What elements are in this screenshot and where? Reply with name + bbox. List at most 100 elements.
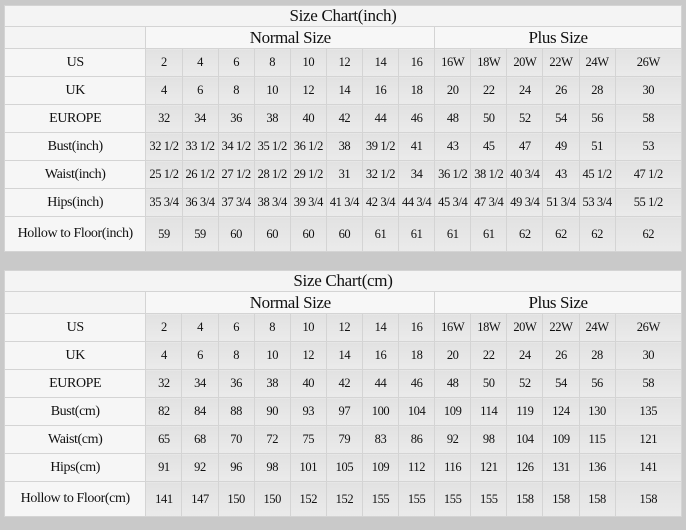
table-row: Hips(inch) 35 3/4 36 3/4 37 3/4 38 3/4 39 3/4… <box>3 188 683 217</box>
table-cell: 65 <box>145 425 183 454</box>
table-cell: 30 <box>614 76 683 105</box>
table-cell: 22W <box>542 48 580 77</box>
table-cell: 70 <box>217 425 255 454</box>
table-cell: 10 <box>289 313 327 342</box>
table-row: Hollow to Floor(cm) 141 147 150 150 152 152 155… <box>3 481 683 517</box>
table-cell: 34 <box>181 369 219 398</box>
table-cell: 39 3/4 <box>289 188 327 217</box>
row-label: Waist(inch) <box>3 160 147 189</box>
table-cell: 55 1/2 <box>614 188 683 217</box>
table-cell: 20W <box>506 48 544 77</box>
row-label: EUROPE <box>3 369 147 398</box>
table-cell: 10 <box>253 76 291 105</box>
table-cell: 37 3/4 <box>217 188 255 217</box>
table-cell: 34 <box>181 104 219 133</box>
table-cell: 84 <box>181 397 219 426</box>
table-cell: 24W <box>578 313 616 342</box>
table-cell: 12 <box>289 76 327 105</box>
table-cell: 26 <box>542 341 580 370</box>
table-cell: 43 <box>434 132 472 161</box>
table-cell: 75 <box>289 425 327 454</box>
table-cell: 14 <box>361 48 400 77</box>
table-cell: 62 <box>578 216 616 252</box>
table-cell: 6 <box>217 313 255 342</box>
table-cell: 18 <box>398 76 436 105</box>
table-cell: 25 1/2 <box>145 160 183 189</box>
table-cell: 49 <box>542 132 580 161</box>
table-cell: 35 1/2 <box>253 132 291 161</box>
size-table: Size Chart(cm) Normal Size Plus Size US 2 4 6 8… <box>3 270 683 517</box>
table-cell: 48 <box>434 369 472 398</box>
table-cell: 44 <box>361 104 400 133</box>
table-cell: 20 <box>434 76 472 105</box>
row-label: Hollow to Floor(inch) <box>3 216 147 252</box>
table-cell: 49 3/4 <box>506 188 544 217</box>
table-cell: 33 1/2 <box>181 132 219 161</box>
table-cell: 4 <box>181 313 219 342</box>
table-cell: 26W <box>614 313 683 342</box>
table-cell: 45 <box>470 132 508 161</box>
table-cell: 83 <box>361 425 400 454</box>
table-cell: 121 <box>614 425 683 454</box>
table-cell: 82 <box>145 397 183 426</box>
table-cell: 31 <box>325 160 363 189</box>
table-cell: 47 3/4 <box>470 188 508 217</box>
table-cell: 150 <box>217 481 255 517</box>
table-row: Hollow to Floor(inch) 59 59 60 60 60 60 61 61 61 6… <box>3 216 683 252</box>
table-cell: 32 <box>145 104 183 133</box>
table-row: US 2 4 6 8 10 12 14 16 16W 18W 20W 22W 24W 26W <box>3 48 683 77</box>
table-cell: 12 <box>289 341 327 370</box>
table-cell: 155 <box>470 481 508 517</box>
table-cell: 32 1/2 <box>145 132 183 161</box>
table-cell: 109 <box>434 397 472 426</box>
table-cell: 32 1/2 <box>361 160 400 189</box>
table-cell: 51 3/4 <box>542 188 580 217</box>
row-label: US <box>3 313 147 342</box>
table-cell: 14 <box>361 313 400 342</box>
table-cell: 36 <box>217 369 255 398</box>
table-cell: 22 <box>470 76 508 105</box>
table-cell: 32 <box>145 369 183 398</box>
table-cell: 8 <box>253 313 291 342</box>
group-header-normal: Normal Size <box>145 26 436 49</box>
table-cell: 86 <box>398 425 436 454</box>
table-cell: 42 <box>325 104 363 133</box>
table-cell: 61 <box>470 216 508 252</box>
table-cell: 6 <box>181 76 219 105</box>
table-cell: 135 <box>614 397 683 426</box>
table-cell: 155 <box>361 481 400 517</box>
table-cell: 52 <box>506 104 544 133</box>
table-cell: 14 <box>325 341 363 370</box>
table-cell: 126 <box>506 453 544 482</box>
table-cell: 20 <box>434 341 472 370</box>
size-chart-cm: Size Chart(cm) Normal Size Plus Size US 2 4 6 8… <box>3 270 683 517</box>
table-cell: 104 <box>398 397 436 426</box>
table-cell: 51 <box>578 132 616 161</box>
row-label: Hips(inch) <box>3 188 147 217</box>
table-cell: 105 <box>325 453 363 482</box>
table-row: EUROPE 32 34 36 38 40 42 44 46 48 50 52 54 56 58 <box>3 104 683 133</box>
table-cell: 124 <box>542 397 580 426</box>
table-row: Bust(inch) 32 1/2 33 1/2 34 1/2 35 1/2 36 1/2… <box>3 132 683 161</box>
table-cell: 4 <box>181 48 219 77</box>
table-cell: 8 <box>217 341 255 370</box>
chart-title: Size Chart(inch) <box>4 5 682 27</box>
table-cell: 158 <box>614 481 683 517</box>
table-cell: 50 <box>470 104 508 133</box>
table-row: Bust(cm) 82 84 88 90 93 97 100 104 109 114 119 124 13… <box>3 397 683 426</box>
table-cell: 38 3/4 <box>253 188 291 217</box>
table-cell: 22 <box>470 341 508 370</box>
table-cell: 26W <box>614 48 683 77</box>
table-cell: 38 1/2 <box>470 160 508 189</box>
table-cell: 58 <box>614 369 683 398</box>
table-cell: 131 <box>542 453 580 482</box>
table-cell: 54 <box>542 369 580 398</box>
table-cell: 54 <box>542 104 580 133</box>
table-cell: 98 <box>470 425 508 454</box>
table-cell: 100 <box>361 397 400 426</box>
table-cell: 130 <box>578 397 616 426</box>
table-cell: 6 <box>217 48 255 77</box>
table-cell: 38 <box>253 369 291 398</box>
table-cell: 155 <box>434 481 472 517</box>
row-label: Hips(cm) <box>3 453 147 482</box>
